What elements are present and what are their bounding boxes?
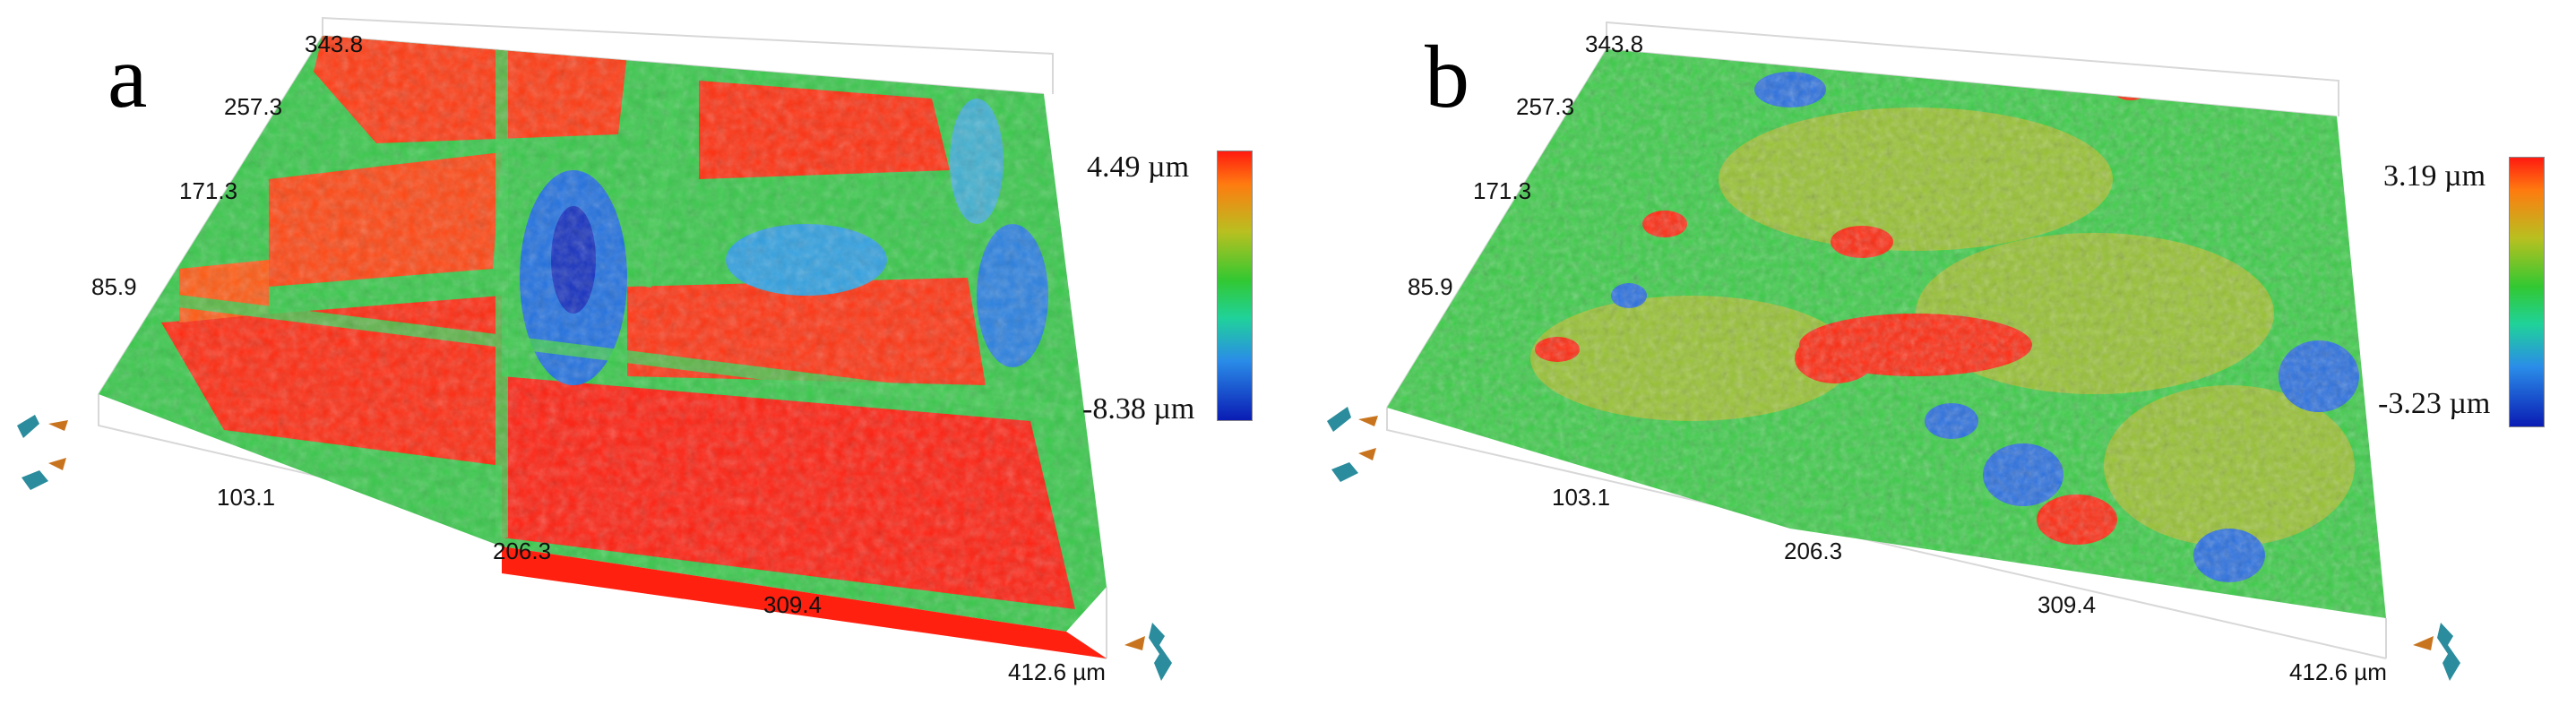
x-tick: 206.3 [1784,538,1843,564]
y-tick: 343.8 [1585,30,1644,57]
height-map-a [99,36,1107,632]
y-tick: 257.3 [224,93,283,120]
y-tick: 343.8 [305,30,364,57]
surface-plot-a [98,16,1107,659]
y-tick: 85.9 [1408,273,1453,300]
colorbar-b [2509,157,2545,427]
height-map-b [1387,49,2386,618]
colorbar-a [1217,151,1253,421]
front-wall-a [502,546,1107,658]
rotate-right-icon[interactable] [2408,618,2471,690]
colorbar-min-label: -8.38 µm [1082,392,1195,426]
x-tick: 103.1 [217,484,276,511]
surface-panel-b: b 343.8 257.3 171.3 85.9 103.1 206.3 309… [1288,0,2576,714]
x-tick: 309.4 [763,591,823,618]
surface-panel-a: a 343.8 257.3 171.3 85.9 103.1 206.3 309… [13,16,1253,690]
x-tick: 309.4 [2038,591,2097,618]
y-tick: 171.3 [1473,177,1532,204]
x-tick: 206.3 [493,538,552,564]
rotate-left-icon[interactable] [13,408,75,497]
colorbar-max-label: 3.19 µm [2383,159,2486,193]
surface-plot-b [1386,21,2387,659]
x-tick: 103.1 [1552,484,1611,511]
rotate-left-icon[interactable] [1322,394,1385,493]
colorbar-max-label: 4.49 µm [1087,151,1190,184]
y-tick: 171.3 [179,177,238,204]
panel-label-b: b [1425,27,1469,126]
y-tick: 85.9 [91,273,137,300]
x-tick: 412.6 µm [1008,658,1106,685]
panel-label-a: a [108,27,148,126]
y-tick: 257.3 [1516,93,1575,120]
colorbar-min-label: -3.23 µm [2378,387,2491,420]
x-tick: 412.6 µm [2289,658,2387,685]
rotate-right-icon[interactable] [1120,618,1183,690]
